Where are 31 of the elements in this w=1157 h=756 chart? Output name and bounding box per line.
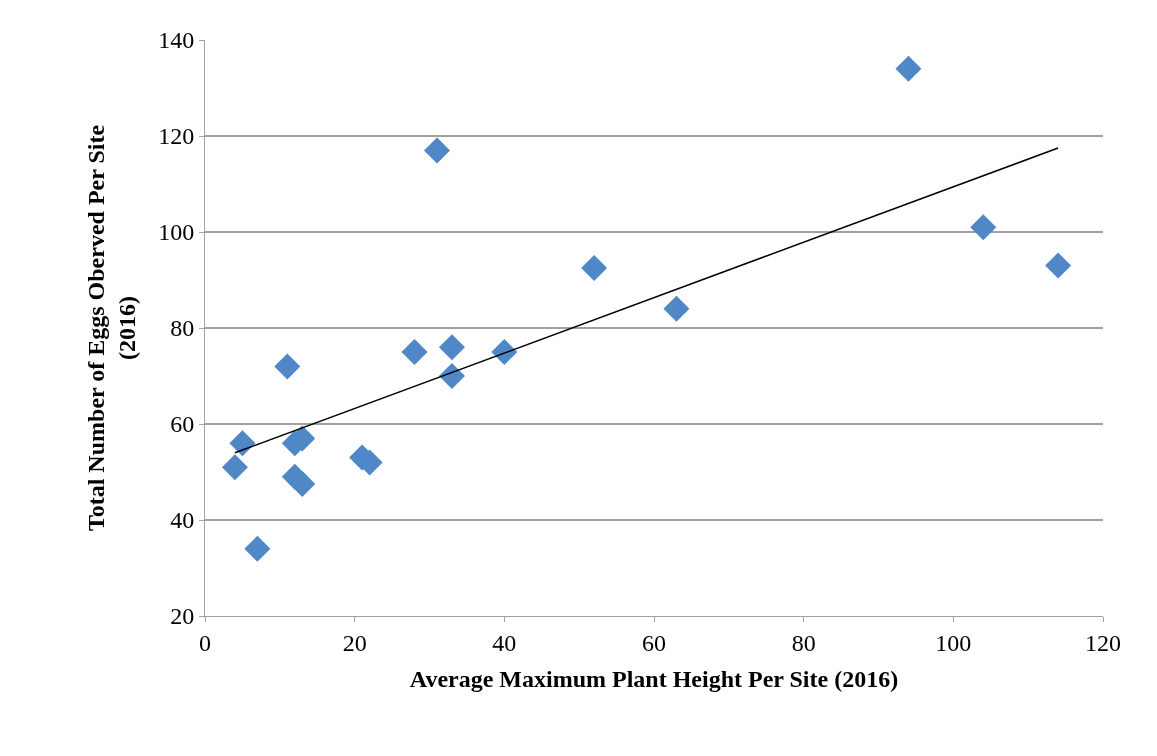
point [663, 295, 690, 322]
y-tick-label: 140 [158, 27, 195, 54]
x-tick-label: 60 [642, 629, 666, 656]
point [229, 430, 256, 457]
point [289, 471, 316, 497]
y-tick-label: 20 [170, 603, 195, 630]
x-tick-label: 40 [492, 629, 517, 656]
x-tick-label: 20 [342, 629, 367, 656]
point [221, 454, 248, 481]
point [423, 137, 450, 164]
x-tick-label: 120 [1085, 629, 1121, 656]
x-tick-label: 0 [199, 629, 211, 656]
point [438, 334, 465, 361]
point [1045, 252, 1072, 279]
point [581, 255, 608, 281]
point [401, 339, 428, 365]
point [491, 339, 518, 365]
x-axis-title: Average Maximum Plant Height Per Site (2016) [409, 666, 899, 693]
y-axis-title: Total Number of Eggs Oberved Per Site (2016) [83, 124, 141, 532]
y-tick-label: 120 [158, 123, 195, 150]
point [438, 363, 465, 389]
y-tick-label: 80 [170, 315, 195, 342]
y-tick-label: 100 [158, 219, 195, 246]
point [895, 55, 922, 82]
point [970, 214, 997, 241]
point [274, 353, 301, 380]
point [244, 535, 271, 562]
y-tick-label: 60 [170, 411, 195, 438]
x-tick-label: 80 [791, 629, 816, 656]
y-tick-label: 40 [170, 507, 195, 534]
x-tick-label: 100 [935, 629, 972, 656]
